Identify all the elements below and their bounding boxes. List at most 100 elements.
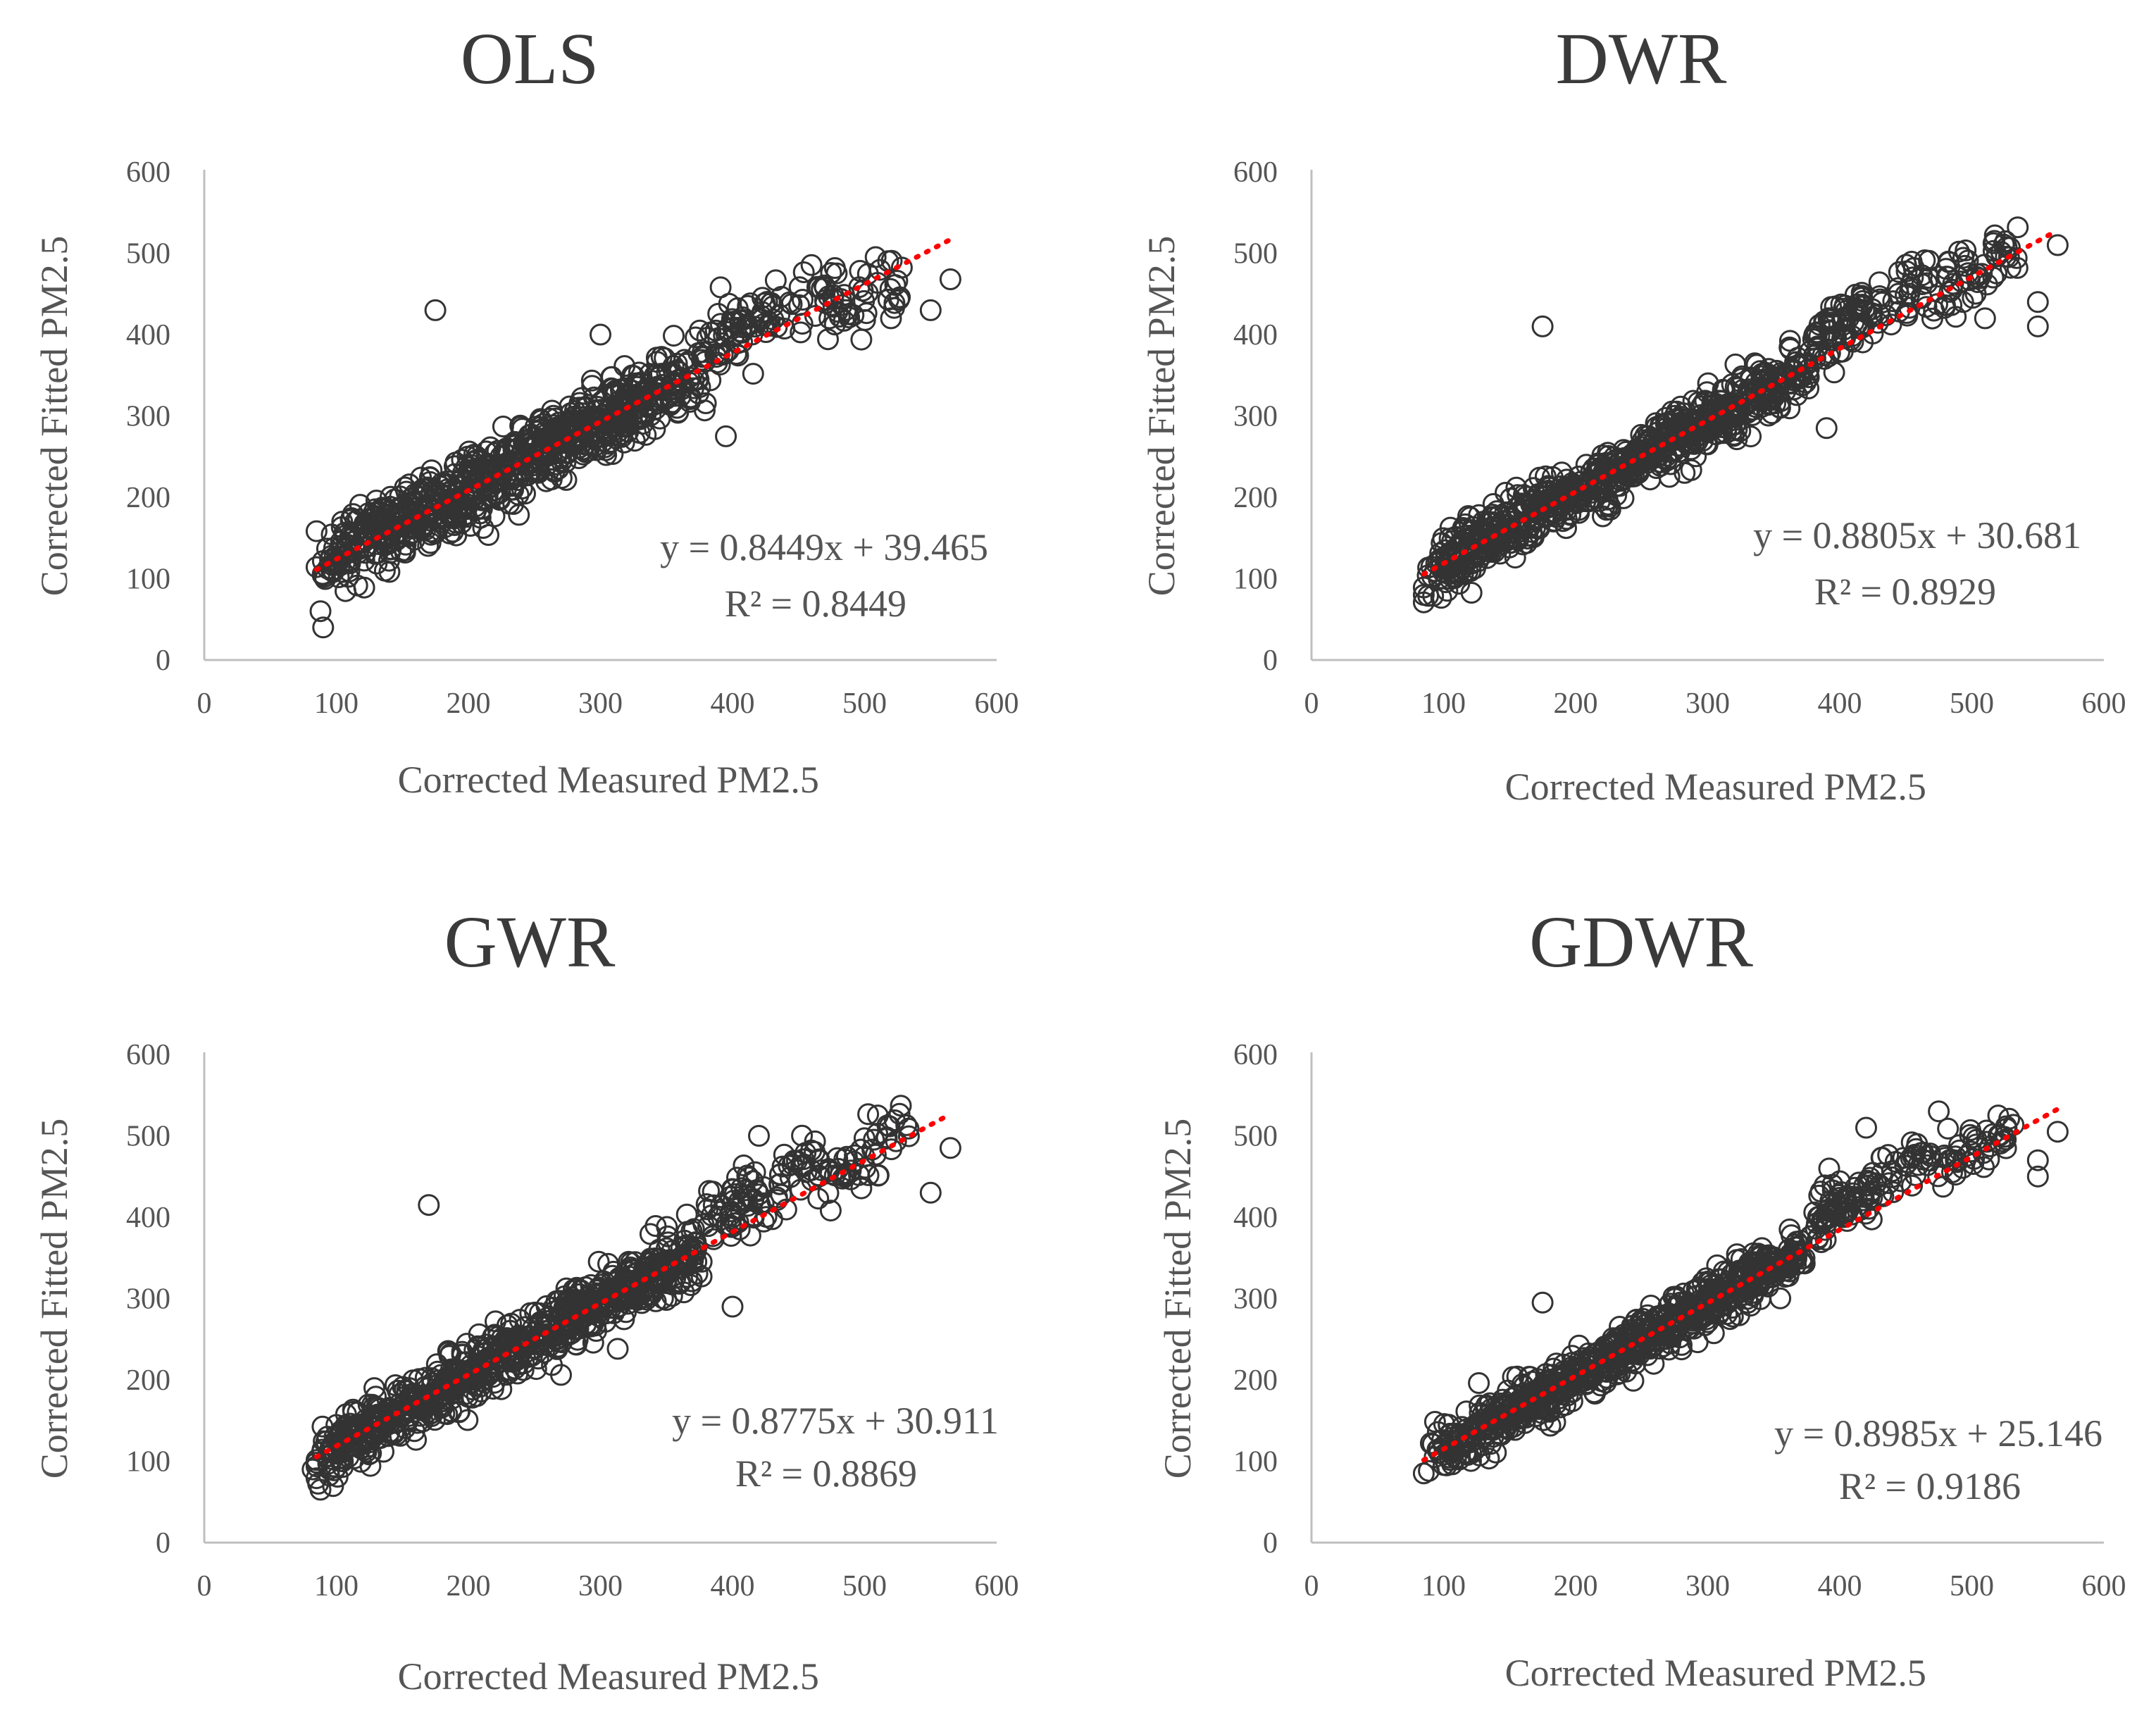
data-point: [1834, 327, 1856, 349]
trend-line: [313, 1112, 953, 1459]
data-point: [578, 1303, 601, 1326]
data-point: [685, 326, 707, 349]
data-point: [1898, 282, 1921, 305]
data-point: [1915, 296, 1938, 318]
data-point: [1804, 322, 1826, 344]
data-point: [538, 425, 560, 447]
data-point: [1810, 1231, 1833, 1253]
data-point: [547, 1336, 569, 1358]
data-point-outlier: [301, 1458, 324, 1481]
data-point: [1833, 297, 1855, 320]
data-point: [731, 1192, 754, 1214]
data-point: [762, 309, 785, 331]
data-point-outlier: [715, 425, 737, 447]
data-point: [819, 1200, 842, 1222]
data-point: [1769, 1287, 1792, 1309]
data-point: [574, 1276, 597, 1298]
data-point: [502, 493, 525, 515]
data-point: [1657, 1295, 1680, 1317]
data-point: [1919, 1143, 1941, 1165]
data-point: [1505, 528, 1527, 550]
x-tick-label: 100: [314, 1570, 359, 1602]
data-point: [576, 1286, 599, 1309]
data-point: [343, 1448, 366, 1469]
x-tick-label: 400: [1818, 1570, 1862, 1602]
data-point: [1982, 266, 2005, 289]
data-point: [1825, 327, 1847, 349]
data-point: [1521, 504, 1543, 527]
data-point: [1973, 1156, 1995, 1178]
regression-equation: y = 0.8985x + 25.146: [1774, 1412, 2102, 1455]
y-tick-label: 0: [1263, 1527, 1278, 1560]
data-point: [1830, 293, 1852, 316]
data-point: [323, 561, 344, 583]
data-point: [1783, 351, 1806, 374]
data-point: [835, 1145, 858, 1168]
data-point: [1706, 1278, 1728, 1301]
data-point: [1471, 544, 1494, 566]
data-point: [587, 1250, 610, 1273]
x-tick-label: 600: [975, 1570, 1019, 1602]
data-point: [850, 328, 873, 351]
data-point: [346, 574, 368, 597]
y-tick-label: 0: [156, 1527, 170, 1560]
data-point: [1593, 1336, 1616, 1357]
data-point: [1959, 269, 1981, 292]
data-point-outlier: [2026, 1149, 2049, 1171]
data-point: [455, 1351, 478, 1374]
data-point: [1870, 1147, 1893, 1169]
data-point: [773, 1143, 795, 1166]
data-point: [1882, 1181, 1905, 1203]
data-point: [462, 451, 485, 473]
data-point: [792, 261, 815, 283]
data-point: [545, 1337, 567, 1359]
data-point: [1690, 1296, 1712, 1319]
data-point: [492, 416, 514, 437]
data-point-outlier: [424, 299, 447, 321]
data-point: [331, 511, 354, 533]
data-point: [670, 1235, 692, 1258]
data-point: [659, 1249, 681, 1271]
data-point: [1428, 1438, 1450, 1460]
data-point: [1946, 1151, 1969, 1174]
data-point: [1555, 517, 1577, 540]
data-point: [890, 1095, 912, 1117]
data-point-outlier: [919, 1181, 942, 1204]
data-point: [1749, 1245, 1771, 1268]
data-point: [417, 535, 440, 557]
data-point: [810, 1159, 833, 1181]
data-point: [430, 1378, 452, 1401]
data-point: [694, 392, 717, 414]
y-tick-label: 400: [1233, 1202, 1278, 1234]
data-point: [606, 1338, 629, 1360]
data-point: [1901, 1174, 1924, 1197]
data-point: [490, 1378, 513, 1400]
data-point-outlier: [1974, 307, 1996, 330]
data-point: [340, 1430, 363, 1452]
data-point: [660, 381, 683, 404]
data-point: [771, 1155, 794, 1178]
y-tick-label: 200: [126, 1364, 170, 1397]
data-point: [692, 341, 714, 363]
y-tick-label: 300: [1233, 1283, 1278, 1316]
data-point: [1622, 1369, 1645, 1392]
data-point: [1423, 1411, 1446, 1433]
y-tick-label: 400: [126, 1202, 170, 1234]
data-point: [1702, 393, 1725, 416]
data-point: [1752, 1263, 1774, 1286]
data-point: [590, 390, 613, 413]
data-point: [1822, 313, 1845, 335]
y-tick-label: 300: [1233, 401, 1278, 433]
data-point: [1731, 365, 1753, 387]
data-point: [1626, 1309, 1647, 1331]
data-point: [1452, 517, 1474, 539]
data-point: [1722, 425, 1745, 447]
data-point: [652, 1287, 674, 1309]
data-point: [1771, 1251, 1793, 1274]
data-point: [413, 514, 435, 537]
data-point: [716, 318, 739, 340]
data-point: [373, 1440, 394, 1463]
data-point-outlier: [1412, 1462, 1435, 1485]
data-point: [866, 1123, 889, 1145]
data-point: [1962, 1153, 1985, 1175]
